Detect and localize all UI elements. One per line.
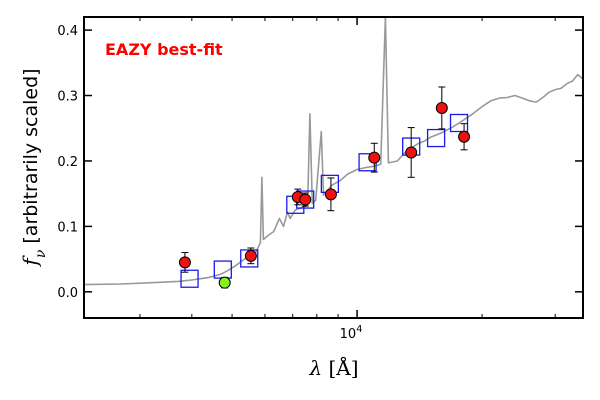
- plot-frame: [83, 16, 584, 319]
- y-tick-label: 0.4: [57, 24, 78, 39]
- model-flux-square: [449, 113, 469, 133]
- y-label-text: [arbitrarily scaled]: [20, 68, 42, 249]
- x-label-symbol: λ: [308, 356, 322, 380]
- fit-label: EAZY best-fit: [105, 40, 223, 59]
- x-axis-label: λ [Å]: [308, 355, 358, 380]
- observed-flux-point: [178, 256, 191, 269]
- y-tick-label: 0.2: [57, 155, 78, 170]
- y-axis-label: fν [arbitrarily scaled]: [18, 68, 49, 267]
- outlier-flux-point: [218, 276, 231, 289]
- x-label-unit: [Å]: [322, 355, 358, 380]
- observed-flux-point: [435, 101, 448, 114]
- y-tick-label: 0.3: [57, 90, 78, 105]
- x-tick-label-base: 10: [340, 327, 357, 342]
- x-tick-label: 104: [340, 324, 363, 342]
- y-label-subscript: ν: [33, 249, 49, 258]
- axes-layer: 0.0 0.1 0.2 0.3 0.4 104: [57, 16, 584, 342]
- observed-flux-point: [405, 146, 418, 159]
- x-tick-label-exponent: 4: [356, 324, 362, 335]
- model-flux-square: [240, 249, 259, 268]
- y-tick-label: 0.1: [57, 220, 78, 235]
- model-flux-square: [426, 128, 446, 148]
- observed-flux-point: [458, 130, 471, 143]
- y-tick-label: 0.0: [57, 286, 78, 301]
- observed-layer: [178, 86, 471, 289]
- model-flux-square: [180, 269, 199, 288]
- observed-flux-point: [324, 188, 337, 201]
- observed-flux-point: [368, 151, 381, 164]
- observed-flux-point: [244, 249, 257, 262]
- observed-flux-point: [299, 193, 312, 206]
